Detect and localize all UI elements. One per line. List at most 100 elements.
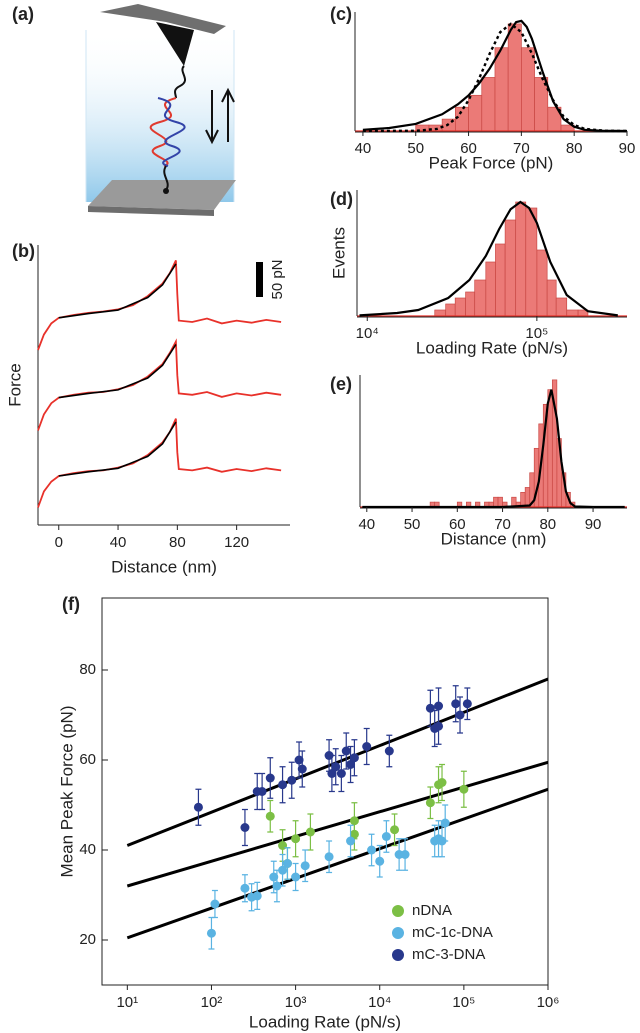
data-point (294, 755, 304, 765)
data-point (381, 832, 391, 841)
liquid-cell (86, 30, 234, 202)
force-trace (37, 418, 282, 508)
force-trace (37, 338, 282, 431)
legend-marker (392, 905, 404, 917)
data-point (331, 762, 341, 772)
data-point (278, 841, 288, 850)
x-tick-label: 50 (407, 140, 424, 157)
data-point (257, 787, 267, 796)
legend-marker (392, 949, 404, 961)
data-point (240, 823, 250, 832)
legend-marker (392, 927, 404, 939)
histogram-bar (485, 261, 496, 317)
x-tick-label: 10⁵ (525, 325, 548, 342)
fit-line (362, 389, 625, 509)
x-tick-label: 40 (358, 516, 375, 533)
anchor (163, 188, 169, 194)
schematic (85, 4, 236, 216)
data-point (375, 856, 385, 866)
data-point (324, 852, 334, 862)
y-axis-title: Force (5, 363, 24, 406)
x-tick-label: 0 (55, 534, 63, 551)
tether (174, 65, 186, 99)
data-point (437, 836, 447, 846)
data-point (437, 778, 447, 787)
data-point (349, 753, 359, 763)
histogram-bar (474, 279, 487, 317)
x-tick-label: 10¹ (116, 994, 138, 1011)
data-point (210, 899, 220, 909)
data-point (336, 769, 346, 778)
data-point (455, 710, 465, 720)
data-point (425, 798, 435, 808)
y-tick-label: 80 (79, 661, 96, 678)
fit-line (126, 677, 548, 847)
x-tick-label: 50 (404, 516, 421, 533)
y-axis-title: Mean Peak Force (pN) (57, 706, 76, 878)
legend-label: mC-1c-DNA (412, 924, 493, 941)
data-point (341, 746, 351, 756)
histogram-bar (555, 297, 568, 317)
data-point (349, 816, 359, 826)
arrow-up (221, 87, 235, 142)
histogram-bar (525, 207, 538, 317)
data-point (240, 883, 250, 893)
x-tick-label: 90 (585, 516, 602, 533)
plot-frame (101, 597, 549, 986)
data-point (425, 703, 435, 713)
fit-line (362, 22, 628, 133)
data-point (265, 773, 275, 783)
scale-bar (256, 262, 263, 297)
x-tick-label: 120 (224, 534, 249, 551)
data-point (459, 784, 469, 794)
surface (88, 180, 236, 210)
scale-bar-label: 50 pN (269, 259, 286, 299)
data-point (300, 861, 310, 871)
histogram-bar (468, 94, 483, 132)
panel-label: (c) (330, 4, 352, 24)
histogram-bar (445, 303, 456, 317)
data-point (206, 928, 216, 938)
x-tick-label: 70 (494, 516, 511, 533)
data-point (252, 891, 262, 901)
data-point (346, 836, 356, 846)
panel-label: (b) (12, 241, 35, 261)
x-axis-title: Loading Rate (pN/s) (416, 338, 568, 357)
histogram-bar (515, 201, 527, 317)
histogram-bar (481, 77, 496, 132)
histogram-bar (493, 496, 499, 508)
x-tick-label: 10³ (285, 994, 307, 1011)
data-point (462, 699, 472, 709)
histogram-bar (465, 291, 476, 317)
x-tick-label: 90 (619, 140, 636, 157)
x-tick-label: 80 (566, 140, 583, 157)
data-point (434, 701, 444, 711)
data-point (272, 881, 282, 891)
surface-edge (88, 206, 214, 216)
panel-label: (f) (62, 594, 80, 614)
data-point (291, 872, 301, 882)
x-tick-label: 60 (460, 140, 477, 157)
x-tick-label: 10² (201, 994, 223, 1011)
panel-label: (a) (12, 4, 34, 24)
histogram-bar (494, 47, 509, 132)
y-tick-label: 60 (79, 751, 96, 768)
force-trace (37, 260, 282, 351)
histogram-bar (454, 297, 466, 317)
fit-line (359, 200, 618, 317)
x-axis-title: Peak Force (pN) (429, 153, 554, 172)
x-tick-label: 80 (169, 534, 186, 551)
x-axis-title: Distance (nm) (441, 529, 547, 548)
histogram-bar (521, 47, 535, 132)
tip (156, 22, 194, 66)
data-point (362, 742, 372, 751)
data-point (367, 845, 377, 855)
x-tick-label: 10⁶ (537, 994, 560, 1011)
histogram-bar (495, 243, 506, 317)
histogram-bar (504, 219, 517, 317)
arrow-down (205, 90, 219, 145)
data-point (278, 865, 288, 875)
histogram-bar (497, 496, 503, 508)
legend-label: nDNA (412, 902, 452, 919)
